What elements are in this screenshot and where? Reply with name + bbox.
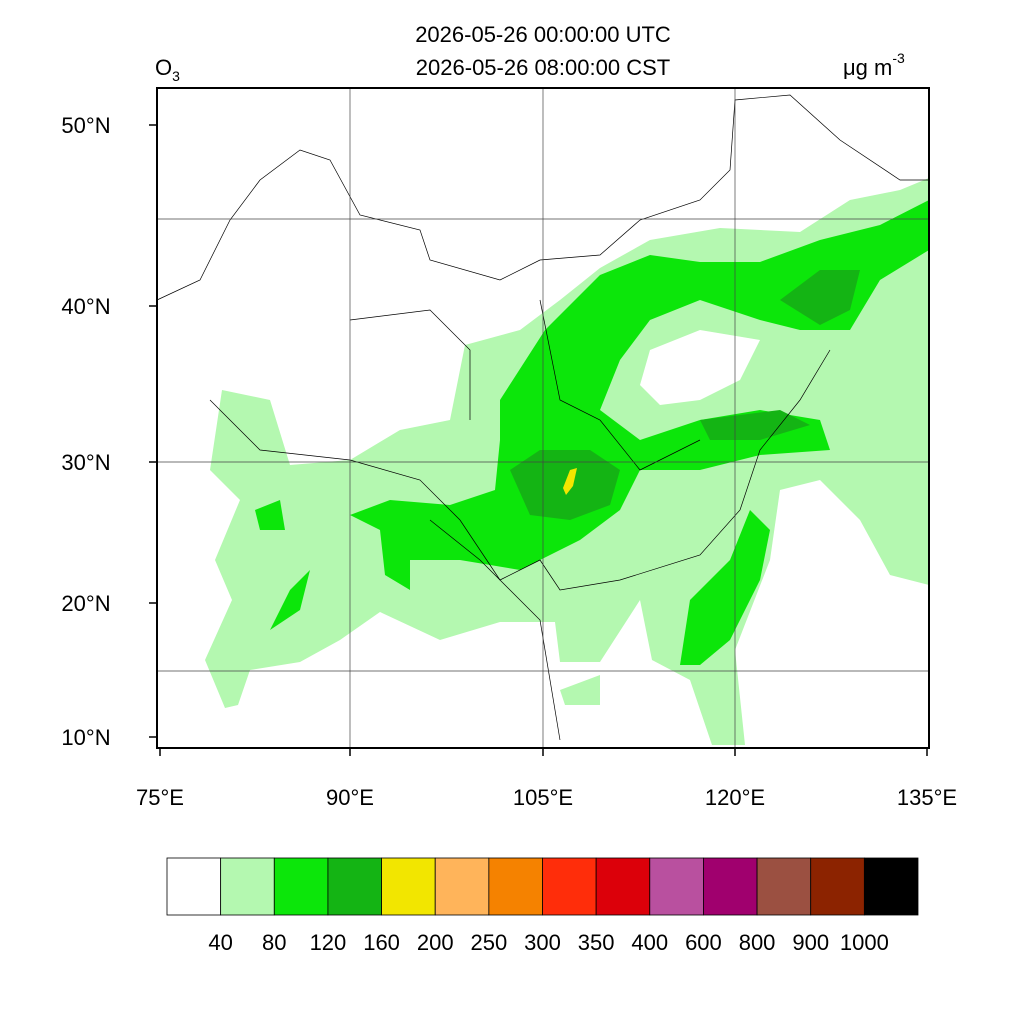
colorbar-box xyxy=(381,857,436,916)
colorbar-label: 400 xyxy=(631,930,668,955)
borders xyxy=(156,94,929,741)
lon-label: 135°E xyxy=(897,785,957,810)
colorbar: 40 80 120 160 200 250 300 350 400 600 800 900 1000 xyxy=(166,857,919,955)
colorbar-box xyxy=(810,857,865,916)
colorbar-label: 600 xyxy=(685,930,722,955)
colorbar-label: 160 xyxy=(363,930,400,955)
units-superscript: -3 xyxy=(892,50,905,66)
colorbar-label: 1000 xyxy=(840,930,889,955)
lon-label: 105°E xyxy=(513,785,573,810)
border-line xyxy=(156,94,929,301)
field-light-green xyxy=(560,675,600,705)
colorbar-box xyxy=(595,857,651,916)
units: μg m-3 xyxy=(843,50,905,80)
map-field xyxy=(205,178,929,745)
axis-labels: 50°N 40°N 30°N 20°N 10°N 75°E 90°E 105°E 120°E 13… xyxy=(61,113,957,810)
colorbar-box xyxy=(488,857,543,916)
colorbar-box xyxy=(220,857,275,916)
units-base: μg m xyxy=(843,55,892,80)
colorbar-box xyxy=(166,857,222,916)
colorbar-box xyxy=(756,857,812,916)
field-green xyxy=(680,510,770,665)
border-line xyxy=(209,349,831,591)
variable-subscript: 3 xyxy=(172,68,180,84)
colorbar-box xyxy=(863,857,919,916)
field-dark-green xyxy=(510,270,860,520)
graticule xyxy=(157,88,929,748)
lat-label: 10°N xyxy=(61,725,110,750)
lon-label: 75°E xyxy=(136,785,184,810)
colorbar-box xyxy=(327,857,382,916)
title-utc: 2026-05-26 00:00:00 UTC xyxy=(415,22,671,47)
colorbar-label: 120 xyxy=(310,930,347,955)
colorbar-box xyxy=(434,857,490,916)
lon-label: 120°E xyxy=(705,785,765,810)
colorbar-label: 200 xyxy=(417,930,454,955)
lat-label: 50°N xyxy=(61,113,110,138)
colorbar-label: 350 xyxy=(578,930,615,955)
title-cst: 2026-05-26 08:00:00 CST xyxy=(416,55,670,80)
colorbar-box xyxy=(273,857,329,916)
variable: O3 xyxy=(155,55,180,84)
lat-label: 30°N xyxy=(61,450,110,475)
field-clean xyxy=(640,330,760,405)
variable-name: O xyxy=(155,55,172,80)
border-line xyxy=(349,299,701,741)
colorbar-box xyxy=(703,857,758,916)
colorbar-label: 900 xyxy=(792,930,829,955)
field-yellow xyxy=(563,468,577,495)
lat-label: 20°N xyxy=(61,591,110,616)
lat-label: 40°N xyxy=(61,294,110,319)
colorbar-box xyxy=(542,857,597,916)
colorbar-label: 300 xyxy=(524,930,561,955)
lon-label: 90°E xyxy=(326,785,374,810)
colorbar-label: 250 xyxy=(470,930,507,955)
colorbar-label: 80 xyxy=(262,930,286,955)
colorbar-label: 40 xyxy=(208,930,232,955)
colorbar-box xyxy=(649,857,704,916)
field-green xyxy=(255,500,310,630)
colorbar-label: 800 xyxy=(739,930,776,955)
